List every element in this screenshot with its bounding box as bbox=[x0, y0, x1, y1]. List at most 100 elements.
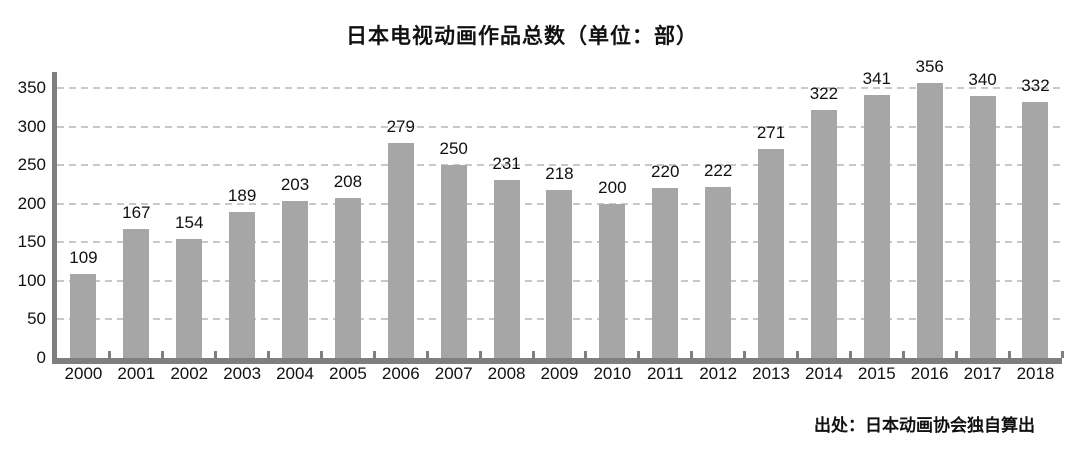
bar-2004 bbox=[282, 201, 308, 358]
x-tick-label-2003: 2003 bbox=[223, 364, 262, 383]
x-axis-tick bbox=[1060, 351, 1064, 358]
bar-2003 bbox=[229, 212, 256, 358]
x-axis-tick bbox=[372, 351, 376, 358]
bar-2006 bbox=[387, 142, 414, 358]
bar-2002 bbox=[176, 239, 203, 358]
y-tick-label-100: 100 bbox=[17, 270, 46, 290]
bar-2016 bbox=[916, 83, 943, 358]
bar-column-2011: 220 bbox=[639, 72, 692, 358]
bar-column-2007: 250 bbox=[427, 72, 480, 358]
chart-title: 日本电视动画作品总数（单位：部） bbox=[346, 25, 698, 48]
bar-value-label: 332 bbox=[1021, 75, 1050, 95]
x-axis-tick bbox=[319, 351, 323, 358]
x-tick-label-2014: 2014 bbox=[805, 364, 843, 383]
bar-value-label: 109 bbox=[69, 247, 98, 267]
x-axis-tick bbox=[161, 351, 165, 358]
bar-value-label: 271 bbox=[756, 122, 786, 142]
x-axis-line bbox=[52, 358, 1062, 364]
bar-value-label: 200 bbox=[598, 177, 627, 197]
y-tick-label-200: 200 bbox=[17, 193, 46, 213]
x-tick-label-2012: 2012 bbox=[699, 364, 738, 383]
bar-2000 bbox=[70, 273, 97, 358]
bar-column-2016: 356 bbox=[903, 57, 956, 358]
bar-value-label: 222 bbox=[703, 160, 733, 180]
y-tick-label-0: 0 bbox=[36, 348, 46, 367]
x-tick-label-2004: 2004 bbox=[276, 364, 314, 383]
bar-column-2013: 271 bbox=[745, 72, 798, 358]
x-tick-label-2000: 2000 bbox=[64, 364, 103, 383]
x-axis-tick-labels: 2000 2001 2002 2003 2004 2005 2006 2007 2008 2009… bbox=[57, 364, 1062, 384]
bar-value-label: 208 bbox=[333, 171, 363, 191]
y-tick-label-250: 250 bbox=[17, 155, 46, 175]
bar-value-label: 189 bbox=[227, 186, 257, 206]
x-tick-label-2008: 2008 bbox=[487, 364, 526, 383]
bar-2017 bbox=[969, 95, 996, 358]
bar-2015 bbox=[863, 94, 890, 358]
x-axis-tick bbox=[1007, 351, 1011, 358]
bar-column-2015: 341 bbox=[850, 69, 903, 358]
bar-2012 bbox=[705, 186, 732, 358]
bar-2008 bbox=[493, 179, 520, 358]
x-axis-tick bbox=[796, 351, 800, 358]
bar-column-2009: 218 bbox=[533, 72, 586, 358]
bar-column-2014: 322 bbox=[797, 72, 850, 358]
x-tick-label-2017: 2017 bbox=[963, 364, 1002, 383]
bar-value-label: 231 bbox=[492, 153, 521, 173]
x-tick-label-2001: 2001 bbox=[117, 364, 156, 383]
x-tick-label-2011: 2011 bbox=[646, 364, 684, 383]
bar-column-2005: 208 bbox=[321, 72, 374, 358]
bar-value-label: 203 bbox=[280, 175, 310, 195]
x-axis-tick bbox=[478, 351, 482, 358]
bar-column-2018: 332 bbox=[1009, 72, 1062, 358]
x-tick-label-2006: 2006 bbox=[381, 364, 420, 383]
bar-value-label: 340 bbox=[968, 69, 997, 89]
gridline-300 bbox=[57, 125, 1062, 128]
bar-column-2002: 154 bbox=[163, 72, 216, 358]
x-axis-tick bbox=[690, 351, 694, 358]
bar-column-2008: 231 bbox=[480, 72, 533, 358]
bar-2010 bbox=[599, 203, 626, 358]
bars-container: 109 167 154 189 203 208 279 250 231 218 200 220 222 2… bbox=[57, 57, 1062, 358]
x-tick-label-2009: 2009 bbox=[540, 364, 579, 383]
bar-2011 bbox=[652, 188, 679, 358]
x-axis-tick bbox=[267, 351, 271, 358]
bar-value-label: 322 bbox=[809, 83, 839, 103]
bar-value-label: 279 bbox=[386, 116, 415, 136]
bar-column-2004: 203 bbox=[269, 72, 322, 358]
bar-2014 bbox=[810, 109, 837, 358]
y-axis-line bbox=[52, 72, 57, 364]
bar-column-2012: 222 bbox=[692, 72, 745, 358]
x-tick-label-2016: 2016 bbox=[910, 364, 949, 383]
x-tick-label-2018: 2018 bbox=[1016, 364, 1055, 383]
y-axis-tick-labels: 0 50 100 150 200 250 300 350 bbox=[0, 72, 46, 367]
x-tick-label-2015: 2015 bbox=[857, 364, 896, 383]
x-axis-tick bbox=[637, 351, 641, 358]
x-axis-tick bbox=[584, 351, 588, 358]
x-axis-tick bbox=[954, 351, 958, 358]
x-axis-tick bbox=[214, 351, 218, 358]
x-axis-tick bbox=[743, 351, 747, 358]
x-axis-tick bbox=[425, 351, 429, 358]
y-tick-label-150: 150 bbox=[17, 232, 46, 252]
y-tick-label-50: 50 bbox=[27, 309, 46, 329]
source-note: 出处：日本动画协会独自算出 bbox=[814, 416, 1035, 435]
bar-2013 bbox=[758, 148, 785, 358]
bar-value-label: 250 bbox=[439, 139, 468, 159]
x-tick-label-2007: 2007 bbox=[434, 364, 473, 383]
bar-value-label: 154 bbox=[175, 213, 204, 233]
bar-column-2000: 109 bbox=[57, 72, 110, 358]
x-tick-label-2010: 2010 bbox=[593, 364, 632, 383]
bar-value-label: 220 bbox=[651, 162, 680, 182]
x-axis-tick bbox=[901, 351, 905, 358]
plot-area: 109 167 154 189 203 208 279 250 231 218 200 220 222 2… bbox=[52, 57, 1064, 364]
bar-value-label: 356 bbox=[915, 57, 944, 77]
x-axis-tick bbox=[848, 351, 852, 358]
bar-value-label: 167 bbox=[122, 203, 151, 223]
y-tick-label-300: 300 bbox=[17, 116, 46, 136]
bar-2007 bbox=[440, 165, 467, 358]
x-tick-label-2005: 2005 bbox=[328, 364, 367, 383]
bar-2001 bbox=[123, 229, 150, 358]
x-tick-label-2002: 2002 bbox=[170, 364, 209, 383]
bar-2009 bbox=[546, 189, 573, 358]
